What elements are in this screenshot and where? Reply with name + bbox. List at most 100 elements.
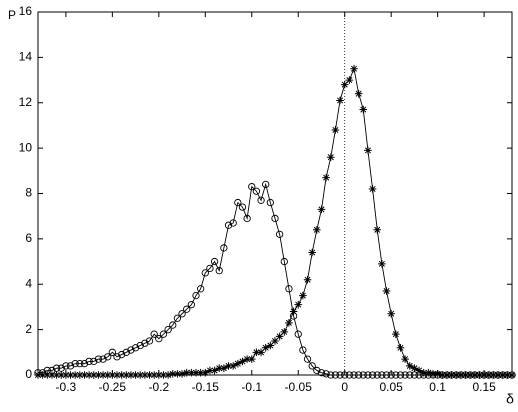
circle-marker bbox=[322, 370, 330, 378]
asterisk-marker bbox=[396, 343, 405, 352]
asterisk-marker bbox=[452, 371, 461, 379]
asterisk-marker bbox=[350, 64, 358, 73]
circle-marker bbox=[280, 257, 288, 266]
y-tick-label: 0 bbox=[25, 367, 32, 381]
circle-marker bbox=[104, 353, 112, 361]
y-tick-label: 6 bbox=[25, 231, 32, 245]
x-tick-label: -0.25 bbox=[99, 380, 127, 394]
asterisk-marker bbox=[103, 371, 112, 379]
circle-marker bbox=[308, 362, 316, 370]
asterisk-marker bbox=[224, 362, 233, 370]
circle-marker bbox=[131, 344, 140, 352]
asterisk-marker bbox=[271, 337, 279, 345]
circle-marker bbox=[196, 285, 205, 293]
asterisk-marker bbox=[466, 371, 474, 379]
x-tick-label: 0 bbox=[341, 380, 348, 394]
asterisk-marker bbox=[378, 260, 386, 268]
circle-marker bbox=[76, 360, 84, 368]
circle-marker bbox=[66, 362, 75, 370]
y-axis-label: P bbox=[8, 8, 16, 22]
circle-marker bbox=[364, 371, 372, 379]
circle-marker bbox=[373, 371, 381, 379]
asterisk-marker bbox=[415, 366, 423, 375]
asterisk-marker bbox=[127, 371, 135, 379]
asterisk-marker bbox=[117, 371, 126, 379]
circle-marker bbox=[331, 371, 340, 379]
y-tick-label: 4 bbox=[25, 276, 32, 290]
asterisk-marker bbox=[424, 368, 433, 377]
asterisk-marker bbox=[508, 371, 516, 379]
circle-marker bbox=[345, 371, 354, 379]
asterisk-marker bbox=[410, 364, 419, 372]
asterisk-marker bbox=[71, 371, 79, 379]
circle-marker bbox=[368, 371, 377, 379]
plot-frame bbox=[37, 11, 513, 376]
circle-marker bbox=[271, 214, 279, 223]
asterisk-marker bbox=[57, 371, 66, 379]
asterisk-marker bbox=[229, 362, 237, 370]
circle-marker bbox=[150, 330, 158, 338]
asterisk-marker bbox=[308, 248, 316, 257]
circle-marker bbox=[173, 314, 182, 322]
asterisk-marker bbox=[364, 146, 372, 155]
asterisk-marker bbox=[266, 341, 275, 350]
asterisk-marker bbox=[294, 300, 303, 309]
circle-marker bbox=[285, 285, 293, 293]
y-tick-label: 10 bbox=[19, 140, 33, 154]
circle-marker bbox=[401, 371, 409, 379]
y-tick-label: 14 bbox=[19, 50, 33, 64]
y-tick-label: 2 bbox=[25, 322, 32, 336]
asterisk-marker bbox=[150, 371, 158, 379]
asterisk-marker bbox=[252, 348, 261, 357]
asterisk-marker bbox=[182, 368, 191, 377]
circle-marker bbox=[313, 366, 321, 375]
asterisk-marker bbox=[461, 371, 470, 379]
circle-marker bbox=[275, 230, 284, 238]
x-tick-label: -0.15 bbox=[192, 380, 220, 394]
x-tick-label: -0.05 bbox=[285, 380, 313, 394]
asterisk-marker bbox=[317, 205, 326, 214]
circle-marker bbox=[178, 310, 186, 318]
asterisk-marker bbox=[401, 355, 409, 363]
asterisk-marker bbox=[261, 343, 270, 352]
y-tick-label: 12 bbox=[19, 95, 33, 109]
asterisk-marker bbox=[429, 370, 437, 378]
circle-marker bbox=[192, 291, 200, 300]
asterisk-marker bbox=[345, 76, 354, 84]
circle-marker bbox=[187, 301, 196, 309]
asterisk-marker bbox=[299, 291, 307, 300]
circle-marker bbox=[206, 264, 214, 273]
circle-marker bbox=[99, 355, 107, 363]
circle-marker bbox=[224, 221, 233, 229]
x-tick-label: -0.1 bbox=[241, 380, 262, 394]
series-line bbox=[38, 182, 512, 376]
asterisk-marker bbox=[336, 96, 344, 105]
circle-marker bbox=[183, 305, 191, 313]
asterisk-marker bbox=[419, 368, 428, 377]
asterisk-marker bbox=[387, 309, 395, 318]
asterisk-marker bbox=[76, 371, 84, 379]
circle-marker bbox=[392, 371, 400, 379]
circle-marker bbox=[122, 348, 130, 356]
asterisk-marker bbox=[196, 368, 205, 377]
asterisk-marker bbox=[303, 275, 312, 284]
asterisk-marker bbox=[94, 371, 103, 379]
asterisk-marker bbox=[405, 362, 414, 370]
asterisk-marker bbox=[38, 371, 47, 379]
circle-marker bbox=[243, 214, 251, 223]
circle-marker bbox=[94, 355, 103, 363]
y-tick-label: 16 bbox=[19, 4, 33, 18]
circle-marker bbox=[257, 196, 265, 204]
circle-marker bbox=[396, 371, 405, 379]
asterisk-marker bbox=[89, 371, 98, 379]
circle-marker bbox=[62, 362, 70, 370]
asterisk-marker bbox=[322, 173, 330, 182]
asterisk-marker bbox=[201, 368, 210, 377]
asterisk-marker bbox=[489, 371, 498, 379]
circle-marker bbox=[169, 321, 177, 329]
asterisk-marker bbox=[85, 371, 93, 379]
circle-marker bbox=[159, 330, 168, 338]
asterisk-marker bbox=[243, 355, 251, 363]
circle-marker bbox=[141, 339, 149, 347]
asterisk-marker bbox=[141, 371, 149, 379]
